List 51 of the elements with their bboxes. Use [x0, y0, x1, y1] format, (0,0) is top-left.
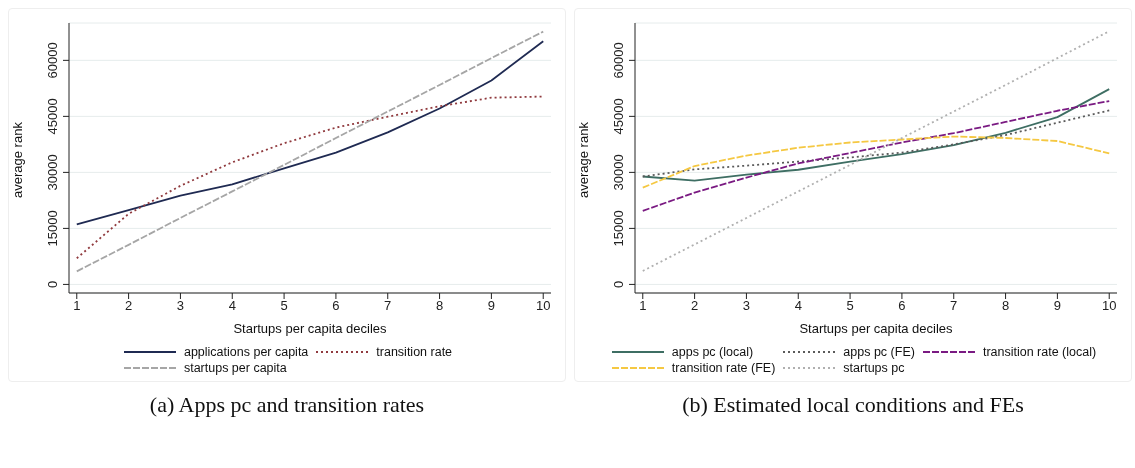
x-tick-label: 4	[228, 298, 236, 314]
text: (b) Estimated local conditions and FEs	[682, 392, 1024, 418]
y-tick-label: 0	[45, 280, 60, 289]
line-series	[641, 135, 1111, 189]
y-tick-label: 30000	[45, 154, 60, 191]
line-series	[75, 40, 545, 226]
line-series	[641, 100, 1111, 212]
x-axis-title: Startups per capita deciles	[799, 321, 954, 336]
legend-label: transition rate (local)	[982, 345, 1097, 359]
x-tick-label: 2	[124, 298, 133, 314]
y-tick-label: 30000	[611, 154, 626, 191]
x-tick-label: 3	[742, 298, 751, 314]
x-tick-label: 1	[73, 298, 81, 314]
x-tick-label: 10	[535, 298, 551, 314]
legend-label: startups per capita	[183, 361, 287, 375]
x-tick-label: 5	[280, 298, 288, 314]
x-tick-label: 8	[1001, 298, 1010, 314]
x-tick-label: 3	[176, 298, 185, 314]
x-tick-label: 6	[898, 298, 906, 314]
x-tick-label: 9	[1053, 298, 1062, 314]
legend-label: apps pc (local)	[671, 345, 754, 359]
line-series	[641, 88, 1111, 182]
y-tick-label: 15000	[45, 210, 60, 247]
x-tick-label: 9	[487, 298, 496, 314]
x-tick-label: 5	[846, 298, 854, 314]
x-tick-label: 2	[690, 298, 699, 314]
x-tick-label: 8	[435, 298, 444, 314]
legend-label: applications per capita	[183, 345, 309, 359]
y-axis-title: average rank	[575, 121, 591, 198]
y-tick-label: 45000	[611, 98, 626, 135]
text: (a) Apps pc and transition rates	[149, 392, 425, 418]
x-tick-label: 7	[384, 298, 392, 314]
line-series	[75, 30, 545, 273]
line-series	[641, 109, 1111, 178]
x-tick-label: 1	[639, 298, 647, 314]
x-tick-label: 4	[794, 298, 802, 314]
x-tick-label: 7	[950, 298, 958, 314]
y-tick-label: 60000	[611, 42, 626, 79]
y-tick-label: 45000	[45, 98, 60, 135]
legend-label: apps pc (FE)	[843, 345, 915, 359]
legend-label: startups pc	[843, 361, 905, 375]
line-series	[75, 95, 545, 260]
y-tick-label: 60000	[45, 42, 60, 79]
x-axis-title: Startups per capita deciles	[233, 321, 388, 336]
y-axis-title: average rank	[9, 121, 25, 198]
x-tick-label: 10	[1101, 298, 1117, 314]
legend-label: transition rate	[376, 345, 453, 359]
legend-label: transition rate (FE)	[671, 361, 776, 375]
y-tick-label: 0	[611, 280, 626, 289]
y-tick-label: 15000	[611, 210, 626, 247]
x-tick-label: 6	[332, 298, 340, 314]
